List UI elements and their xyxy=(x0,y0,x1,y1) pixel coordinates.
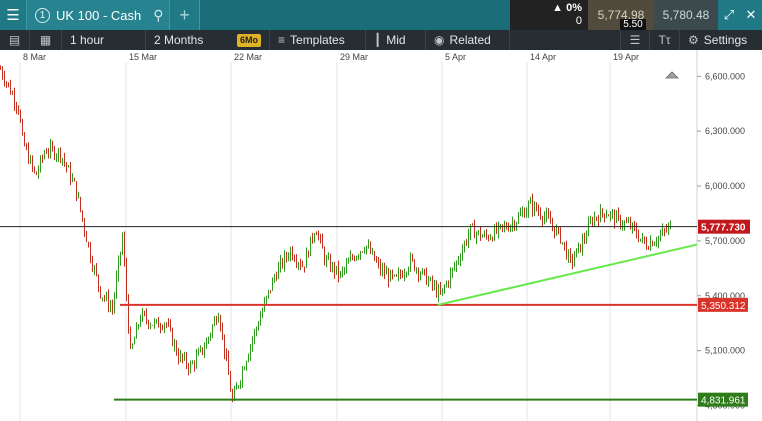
trend-line xyxy=(437,243,698,306)
list-view-icon[interactable]: ▤ xyxy=(0,30,30,50)
tab-number: 1 xyxy=(35,7,50,23)
notes-icon[interactable]: ☰ xyxy=(620,30,650,50)
search-icon[interactable]: ⚲ xyxy=(153,6,164,23)
templates-label: Templates xyxy=(290,33,345,47)
y-tick-label: 6,300.000 xyxy=(705,126,745,136)
eye-icon: ◉ xyxy=(434,33,445,47)
x-tick-label: 8 Mar xyxy=(23,52,46,62)
change-percent-value: 0% xyxy=(566,2,582,14)
layout-grid-icon[interactable]: ▦ xyxy=(30,30,62,50)
templates-button[interactable]: ≡ Templates xyxy=(270,30,366,50)
change-percent: ▲ 0% xyxy=(552,2,582,14)
x-tick-label: 15 Mar xyxy=(129,52,157,62)
add-tab-button[interactable]: + xyxy=(170,0,200,30)
related-button[interactable]: ◉ Related xyxy=(426,30,510,50)
level-label: 4,831.961 xyxy=(701,396,746,407)
candles-icon: ┃ xyxy=(374,33,382,47)
text-size-icon[interactable]: Tτ xyxy=(650,30,680,50)
price-chart[interactable]: 8 Mar 15 Mar 22 Mar 29 Mar 5 Apr 14 Apr 19 Apr… xyxy=(0,50,762,421)
instrument-tab[interactable]: 1 UK 100 - Cash ⚲ xyxy=(26,0,170,30)
range-selector[interactable]: 2 Months 6Mo xyxy=(146,30,270,50)
range-label: 2 Months xyxy=(154,33,204,47)
level-label: 5,350.312 xyxy=(701,301,746,312)
chart-toolbar: ▤ ▦ 1 hour 2 Months 6Mo ≡ Templates ┃ Mi… xyxy=(0,30,762,50)
expand-icon[interactable]: ⤢ xyxy=(718,0,740,30)
y-tick-label: 6,600.000 xyxy=(705,71,745,81)
spread-badge: 5.50 xyxy=(620,19,646,31)
scroll-latest-icon xyxy=(665,71,679,79)
gear-icon: ⚙ xyxy=(688,33,699,47)
settings-button[interactable]: ⚙ Settings xyxy=(680,30,762,50)
interval-label: 1 hour xyxy=(70,33,105,47)
x-tick-label: 5 Apr xyxy=(445,52,466,62)
top-bar: ☰ 1 UK 100 - Cash ⚲ + ▲ 0% 0 5,774.98 5,… xyxy=(0,0,762,31)
current-price-label: 5,777.730 xyxy=(701,223,746,234)
x-tick-label: 19 Apr xyxy=(613,52,639,62)
buy-price-button[interactable]: 5,780.48 xyxy=(654,0,718,30)
related-label: Related xyxy=(449,33,491,47)
y-axis-panel xyxy=(697,50,762,421)
x-tick-label: 29 Mar xyxy=(340,52,368,62)
x-tick-label: 22 Mar xyxy=(234,52,262,62)
y-tick-label: 5,100.000 xyxy=(705,346,745,356)
sliders-icon: ≡ xyxy=(278,33,286,47)
toolbar-spacer xyxy=(510,30,620,50)
topbar-spacer xyxy=(200,0,510,30)
settings-label: Settings xyxy=(703,33,748,47)
y-tick-label: 6,000.000 xyxy=(705,181,745,191)
y-tick-label: 5,400.000 xyxy=(705,291,745,301)
current-price-tag xyxy=(698,219,750,234)
x-tick-label: 14 Apr xyxy=(530,52,556,62)
price-change: ▲ 0% 0 xyxy=(510,0,588,30)
y-tick-label: 5,700.000 xyxy=(705,236,745,246)
level-tag xyxy=(698,392,748,407)
range-badge: 6Mo xyxy=(237,33,261,47)
change-value: 0 xyxy=(575,15,582,27)
price-type-button[interactable]: ┃ Mid xyxy=(366,30,426,50)
instrument-title: UK 100 - Cash xyxy=(56,7,142,23)
price-type-label: Mid xyxy=(386,33,406,47)
hamburger-icon[interactable]: ☰ xyxy=(6,7,20,24)
interval-selector[interactable]: 1 hour xyxy=(62,30,146,50)
close-icon[interactable]: ✕ xyxy=(740,0,762,30)
level-tag xyxy=(698,297,748,312)
chart-canvas[interactable]: 8 Mar 15 Mar 22 Mar 29 Mar 5 Apr 14 Apr 19 Apr… xyxy=(0,50,762,421)
